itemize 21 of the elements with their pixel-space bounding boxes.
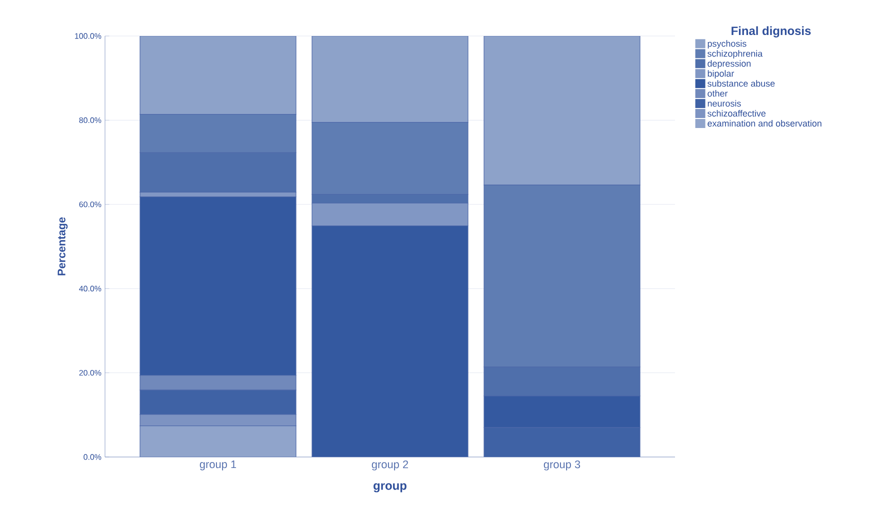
x-tick-label: group 3	[544, 460, 580, 470]
y-axis-title: Percentage	[58, 217, 68, 276]
x-axis-title: group	[374, 483, 406, 492]
bar	[312, 226, 468, 457]
bar	[140, 390, 296, 415]
legend-label: neurosis	[708, 100, 741, 107]
bar	[140, 196, 296, 376]
legend-label: schizophrenia	[708, 50, 763, 59]
bar	[312, 36, 468, 123]
legend-label: substance abuse	[708, 80, 775, 87]
legend-label: depression	[708, 60, 751, 68]
x-tick-label: group 2	[372, 460, 408, 470]
legend-label: bipolar	[708, 70, 734, 78]
legend-label: schizoaffective	[708, 110, 766, 117]
legend-title: Final dignosis	[732, 26, 811, 38]
bar	[140, 36, 296, 115]
bar	[484, 36, 640, 186]
legend-label: psychosis	[708, 40, 746, 49]
legend-label: examination and observation	[708, 120, 822, 127]
x-tick-label: group 1	[200, 460, 236, 470]
legend-label: other	[708, 90, 728, 97]
